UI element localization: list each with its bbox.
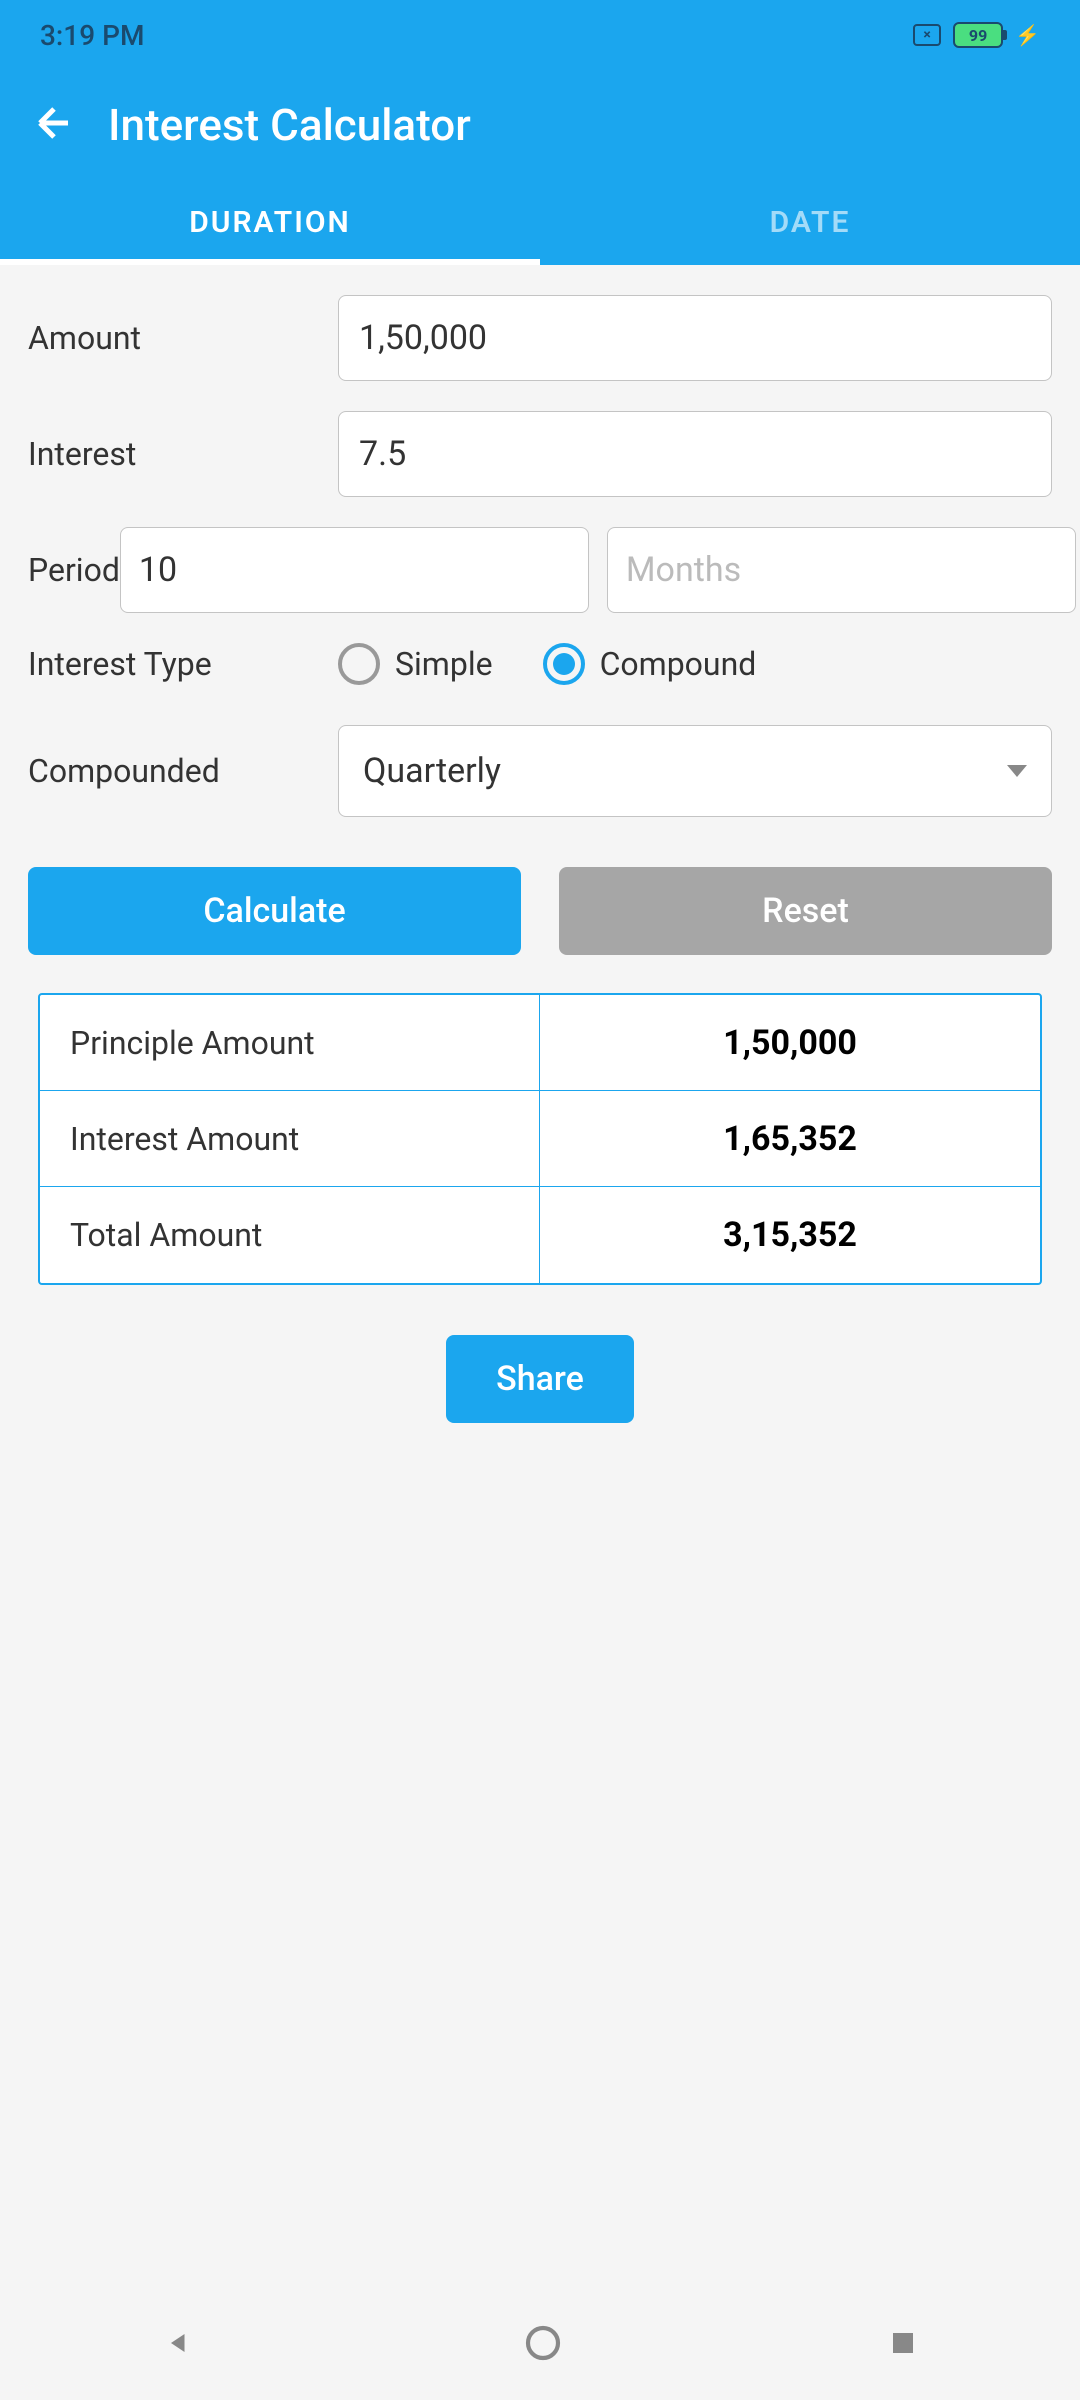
radio-simple[interactable]: Simple xyxy=(338,643,493,685)
period-label: Period xyxy=(28,551,120,589)
back-button[interactable] xyxy=(30,99,78,151)
status-time: 3:19 PM xyxy=(40,19,144,52)
tab-date[interactable]: DATE xyxy=(540,180,1080,265)
nav-bar xyxy=(0,2290,1080,2400)
status-bar: 3:19 PM × 99 ⚡ xyxy=(0,0,1080,70)
share-row: Share xyxy=(28,1335,1052,1423)
radio-compound[interactable]: Compound xyxy=(543,643,757,685)
battery-icon: 99 xyxy=(953,22,1003,48)
share-button[interactable]: Share xyxy=(446,1335,634,1423)
content-area: Amount Interest Period Interest Type Sim… xyxy=(0,265,1080,1453)
period-row: Period xyxy=(28,527,1052,613)
compounded-value: Quarterly xyxy=(363,751,501,791)
results-table: Principle Amount 1,50,000 Interest Amoun… xyxy=(38,993,1042,1285)
principle-label: Principle Amount xyxy=(40,995,540,1090)
simple-label: Simple xyxy=(395,645,493,683)
table-row: Principle Amount 1,50,000 xyxy=(40,995,1040,1091)
compounded-row: Compounded Quarterly xyxy=(28,725,1052,817)
radio-inner-icon xyxy=(553,653,575,675)
interest-amount-value: 1,65,352 xyxy=(540,1091,1040,1186)
close-box-icon: × xyxy=(913,24,941,46)
calculate-button[interactable]: Calculate xyxy=(28,867,521,955)
amount-row: Amount xyxy=(28,295,1052,381)
period-months-input[interactable] xyxy=(607,527,1076,613)
app-header: Interest Calculator xyxy=(0,70,1080,180)
principle-value: 1,50,000 xyxy=(540,995,1040,1090)
interest-type-radio-group: Simple Compound xyxy=(338,643,1052,685)
nav-home-button[interactable] xyxy=(523,2323,563,2367)
interest-input[interactable] xyxy=(338,411,1052,497)
compound-label: Compound xyxy=(600,645,757,683)
table-row: Interest Amount 1,65,352 xyxy=(40,1091,1040,1187)
compounded-dropdown[interactable]: Quarterly xyxy=(338,725,1052,817)
period-inputs xyxy=(120,527,1080,613)
tab-duration[interactable]: DURATION xyxy=(0,180,540,265)
compounded-label: Compounded xyxy=(28,752,338,790)
tabs-container: DURATION DATE xyxy=(0,180,1080,265)
interest-label: Interest xyxy=(28,435,338,473)
period-years-input[interactable] xyxy=(120,527,589,613)
radio-circle-icon xyxy=(338,643,380,685)
action-buttons: Calculate Reset xyxy=(28,867,1052,955)
radio-circle-selected-icon xyxy=(543,643,585,685)
total-value: 3,15,352 xyxy=(540,1187,1040,1283)
amount-input[interactable] xyxy=(338,295,1052,381)
interest-type-label: Interest Type xyxy=(28,645,338,683)
page-title: Interest Calculator xyxy=(108,99,471,151)
charging-icon: ⚡ xyxy=(1015,23,1040,47)
nav-back-button[interactable] xyxy=(162,2325,198,2365)
interest-amount-label: Interest Amount xyxy=(40,1091,540,1186)
table-row: Total Amount 3,15,352 xyxy=(40,1187,1040,1283)
interest-type-row: Interest Type Simple Compound xyxy=(28,643,1052,685)
status-right: × 99 ⚡ xyxy=(913,22,1040,48)
amount-label: Amount xyxy=(28,319,338,357)
reset-button[interactable]: Reset xyxy=(559,867,1052,955)
total-label: Total Amount xyxy=(40,1187,540,1283)
chevron-down-icon xyxy=(1007,765,1027,777)
nav-recent-button[interactable] xyxy=(888,2328,918,2362)
interest-row: Interest xyxy=(28,411,1052,497)
